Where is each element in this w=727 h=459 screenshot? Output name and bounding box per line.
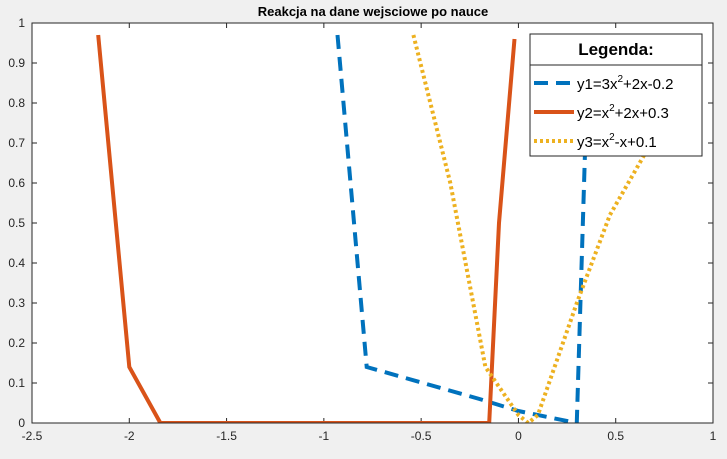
- x-tick-label: -0.5: [411, 429, 432, 443]
- y-tick-label: 0.5: [8, 216, 25, 230]
- series-line-2: [96, 34, 517, 423]
- legend-label-3: y3=x2-x+0.1: [577, 132, 657, 151]
- series-layer: [96, 34, 651, 423]
- x-tick-label: 1: [710, 429, 717, 443]
- series-line-1: [335, 34, 589, 423]
- y-tick-label: 0.4: [8, 256, 25, 270]
- legend[interactable]: Legenda: y1=3x2+2x-0.2 y2=x2+2x+0.3 y3=x2-…: [529, 33, 703, 157]
- y-tick-label: 0.6: [8, 176, 25, 190]
- x-tick-label: -1: [319, 429, 330, 443]
- x-tick-label: 0: [515, 429, 522, 443]
- x-axis: -2.5 -2 -1.5 -1 -0.5 0 0.5 1: [22, 23, 717, 443]
- y-tick-label: 0: [18, 416, 25, 430]
- y-axis: 0 0.1 0.2 0.3 0.4 0.5 0.6 0.7 0.8 0.9 1: [8, 16, 713, 430]
- y-tick-label: 0.1: [8, 376, 25, 390]
- legend-label-1: y1=3x2+2x-0.2: [577, 74, 673, 93]
- legend-label-2: y2=x2+2x+0.3: [577, 103, 669, 122]
- legend-box: [529, 33, 703, 157]
- x-tick-label: -2: [124, 429, 135, 443]
- x-tick-label: -1.5: [216, 429, 237, 443]
- x-tick-label: -2.5: [22, 429, 43, 443]
- legend-title: Legenda:: [578, 40, 654, 59]
- x-tick-label: 0.5: [607, 429, 624, 443]
- chart-title: Reakcja na dane wejsciowe po nauce: [258, 4, 488, 19]
- plot-frame: [31, 22, 714, 424]
- legend-entries: y1=3x2+2x-0.2 y2=x2+2x+0.3 y3=x2-x+0.1: [534, 74, 673, 151]
- y-tick-label: 0.2: [8, 336, 25, 350]
- y-tick-label: 1: [18, 16, 25, 30]
- y-tick-label: 0.9: [8, 56, 25, 70]
- y-tick-label: 0.8: [8, 96, 25, 110]
- y-tick-label: 0.7: [8, 136, 25, 150]
- y-tick-label: 0.3: [8, 296, 25, 310]
